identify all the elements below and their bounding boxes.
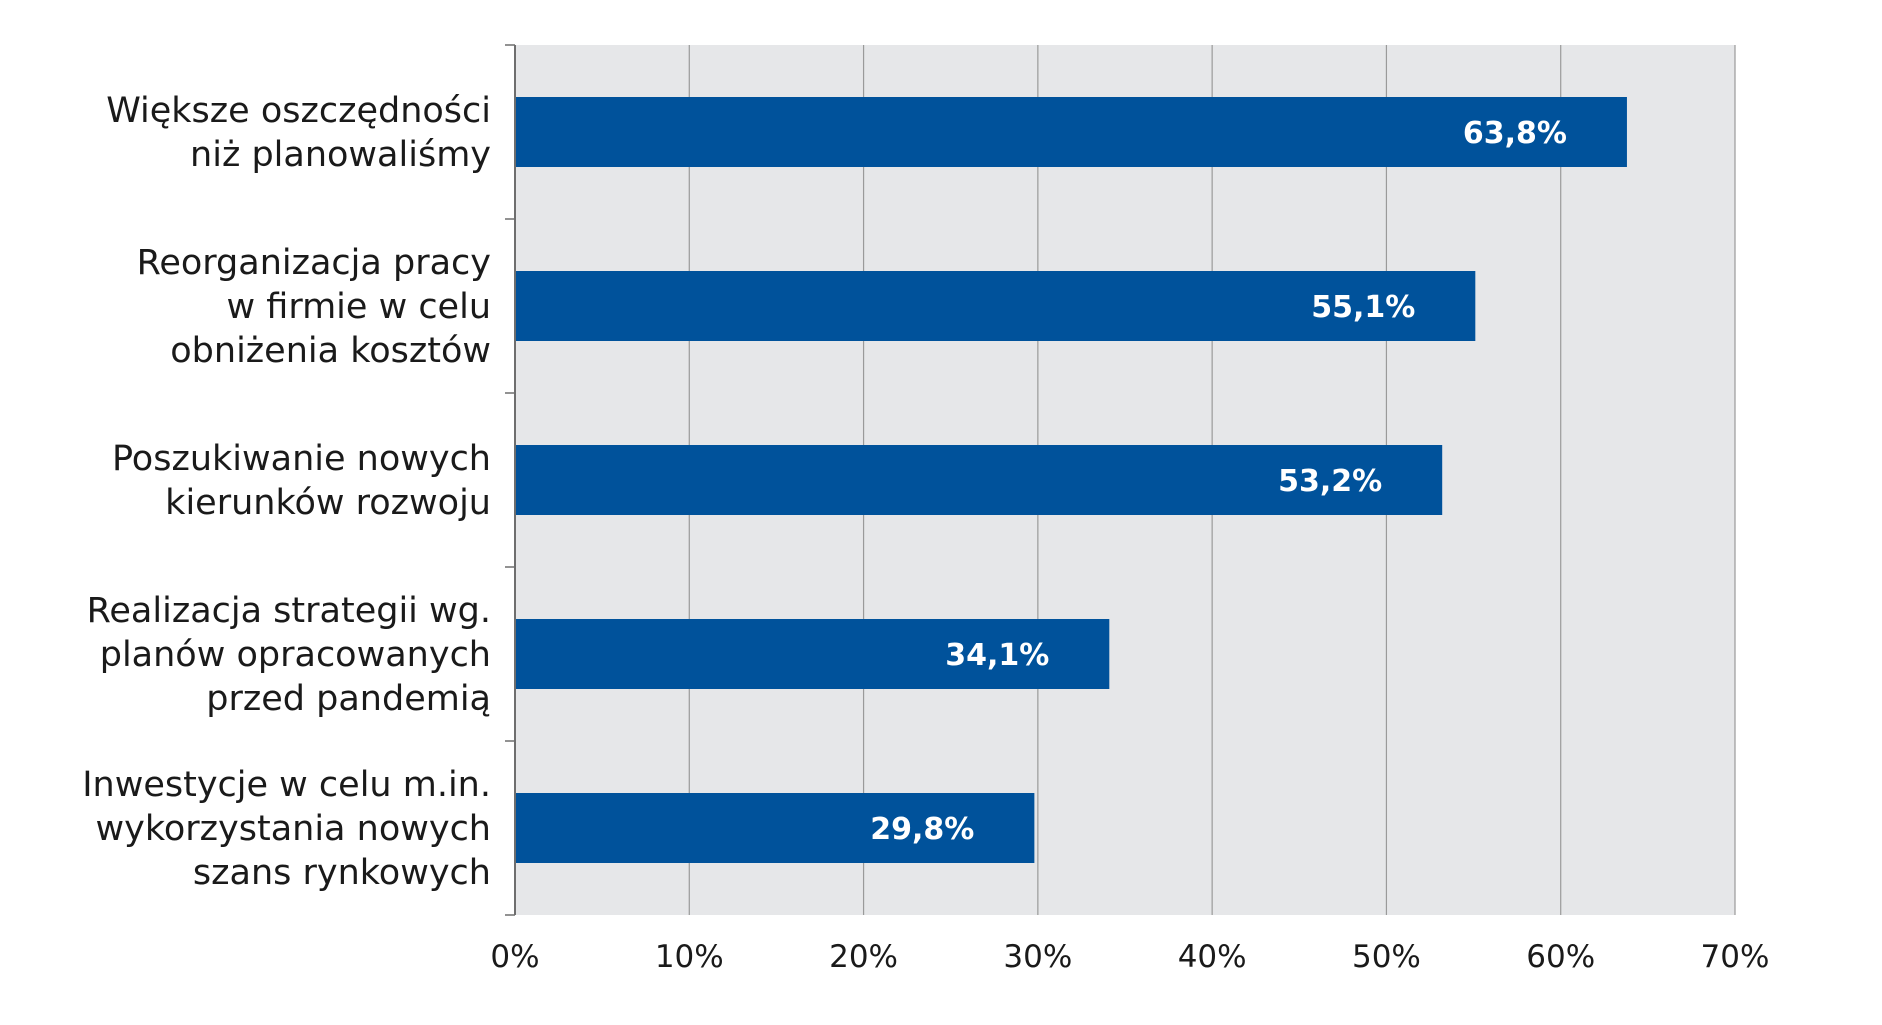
bar-value-label: 29,8% — [870, 812, 974, 847]
x-tick-label: 30% — [1003, 939, 1072, 975]
category-label: Poszukiwanie nowych kierunków rozwoju — [112, 439, 491, 523]
x-tick-labels: 0% 10% 20% 30% 40% 50% 60% 70% — [490, 939, 1769, 975]
x-tick-label: 20% — [829, 939, 898, 975]
bar-value-label: 63,8% — [1463, 116, 1567, 151]
x-tick-label: 10% — [655, 939, 724, 975]
axis — [505, 44, 516, 916]
bar-value-label: 55,1% — [1311, 290, 1415, 325]
bar-value-label: 53,2% — [1278, 464, 1382, 499]
category-label: Inwestycje w celu m.in. wykorzystania now… — [82, 765, 491, 893]
bar — [515, 619, 1110, 689]
category-labels: Większe oszczędności niż planowaliśmy Reor… — [82, 91, 491, 893]
bar — [515, 793, 1035, 863]
x-tick-label: 50% — [1352, 939, 1421, 975]
bar — [515, 445, 1443, 515]
x-tick-label: 70% — [1701, 939, 1770, 975]
category-label: Reorganizacja pracy w firmie w celu obniże… — [137, 243, 491, 371]
bar-value-label: 34,1% — [945, 638, 1049, 673]
bar — [515, 271, 1476, 341]
category-label: Większe oszczędności niż planowaliśmy — [106, 91, 491, 175]
category-label: Realizacja strategii wg. planów opracowan… — [87, 591, 491, 719]
x-tick-label: 40% — [1178, 939, 1247, 975]
x-tick-label: 60% — [1526, 939, 1595, 975]
x-tick-label: 0% — [490, 939, 539, 975]
bar — [515, 97, 1627, 167]
value-labels: 63,8% 55,1% 53,2% 34,1% 29,8% — [870, 116, 1567, 847]
bars — [515, 97, 1627, 863]
